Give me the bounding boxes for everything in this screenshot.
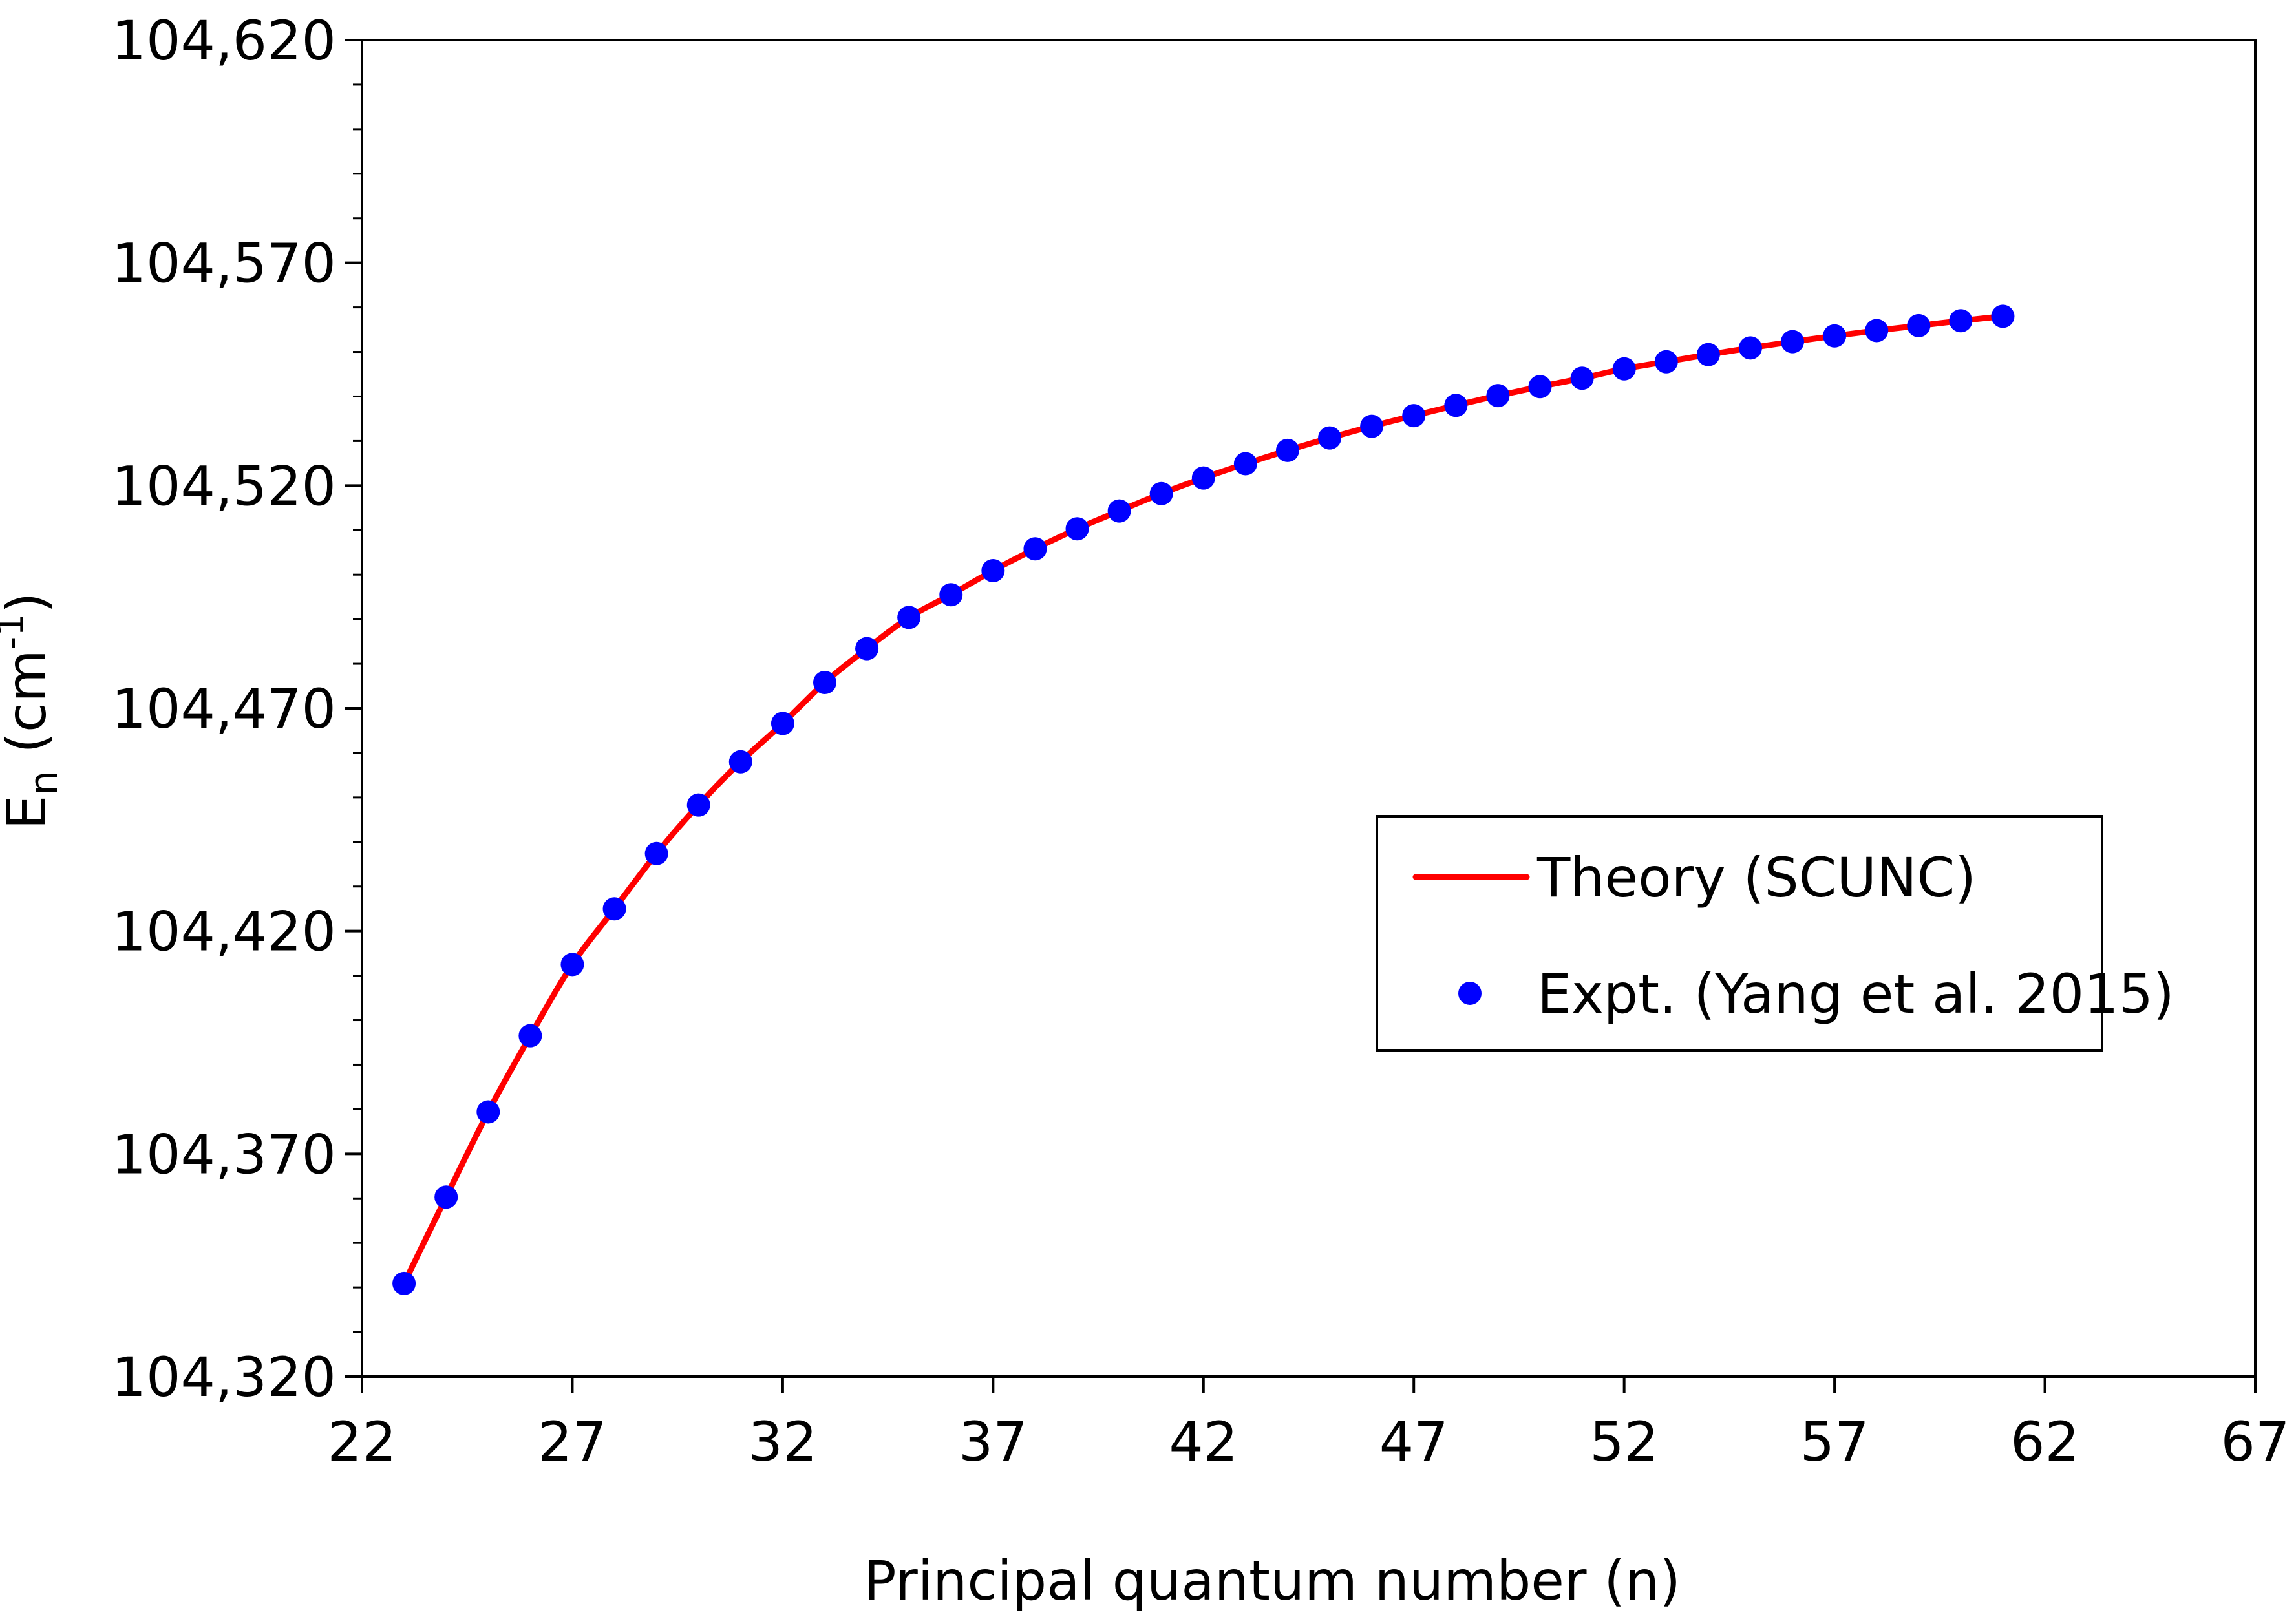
y-tick-label: 104,470: [112, 677, 336, 741]
y-tick-label: 104,320: [112, 1346, 336, 1409]
x-tick-label: 67: [2221, 1410, 2290, 1474]
series-layer: [392, 304, 2015, 1295]
expt-point: [518, 1024, 542, 1048]
x-tick-label: 22: [328, 1410, 397, 1474]
expt-point: [686, 793, 710, 817]
expt-point: [1738, 336, 1762, 360]
expt-point: [728, 750, 752, 774]
legend: Theory (SCUNC) Expt. (Yang et al. 2015): [1376, 815, 2174, 1052]
plot-area-frame: [361, 39, 2257, 1378]
x-tick-label: 62: [2010, 1410, 2079, 1474]
expt-point: [981, 558, 1005, 582]
expt-point: [392, 1271, 416, 1295]
y-tick-label: 104,570: [112, 232, 336, 295]
x-axis-label: Principal quantum number (n): [864, 1549, 1681, 1612]
expt-point: [1528, 375, 1552, 399]
expt-point: [1402, 404, 1426, 428]
expt-point: [1823, 324, 1847, 348]
expt-point: [1781, 330, 1805, 354]
expt-points: [392, 304, 2015, 1295]
y-tick-label: 104,370: [112, 1123, 336, 1186]
y-tick-label: 104,520: [112, 454, 336, 518]
legend-expt-label: Expt. (Yang et al. 2015): [1537, 962, 2174, 1026]
expt-point: [1023, 537, 1047, 561]
expt-point: [602, 897, 626, 921]
expt-point: [1107, 499, 1131, 523]
expt-point: [1360, 414, 1384, 438]
y-label-unit-close: ): [0, 592, 58, 613]
expt-point: [1949, 309, 1973, 333]
expt-point: [771, 712, 794, 735]
expt-point: [1612, 357, 1636, 381]
expt-point: [1991, 304, 2015, 328]
expt-point: [1233, 452, 1257, 476]
y-label-superscript: -1: [0, 613, 32, 650]
expt-point: [1065, 517, 1089, 541]
legend-theory-label: Theory (SCUNC): [1536, 846, 1976, 909]
expt-point: [1191, 466, 1215, 490]
expt-point: [1486, 384, 1510, 408]
expt-point: [1865, 319, 1889, 343]
y-tick-label: 104,620: [112, 9, 336, 72]
expt-point: [560, 953, 584, 977]
expt-point: [813, 671, 836, 695]
expt-point: [897, 606, 921, 629]
expt-point: [855, 637, 879, 661]
expt-point: [1318, 426, 1342, 450]
x-tick-label: 32: [748, 1410, 817, 1474]
x-tick-label: 47: [1379, 1410, 1449, 1474]
expt-point: [1570, 366, 1594, 390]
expt-point: [476, 1100, 500, 1124]
y-label-main: E: [0, 796, 58, 830]
expt-point: [1149, 481, 1173, 505]
expt-point: [1907, 313, 1931, 337]
x-tick-label: 27: [538, 1410, 607, 1474]
expt-point: [644, 841, 668, 865]
x-tick-label: 37: [959, 1410, 1028, 1474]
y-tick-label: 104,420: [112, 900, 336, 964]
expt-point: [1696, 343, 1720, 366]
expt-point: [1444, 394, 1468, 417]
expt-point: [1654, 350, 1678, 374]
y-label-subscript: n: [21, 771, 67, 796]
x-tick-label: 57: [1800, 1410, 1869, 1474]
legend-expt-swatch: [1458, 982, 1482, 1005]
expt-point: [434, 1185, 458, 1209]
x-axis-ticks: 22 27 32 37 42 47 52 57 62 67: [328, 1377, 2290, 1474]
expt-point: [939, 583, 963, 607]
x-tick-label: 52: [1589, 1410, 1659, 1474]
x-tick-label: 42: [1169, 1410, 1238, 1474]
legend-box: [1376, 815, 2103, 1052]
expt-point: [1275, 438, 1299, 462]
y-axis-ticks: 104,320 104,370 104,420 104,470 104,520 104,5…: [112, 9, 362, 1409]
y-label-unit-open: (cm: [0, 650, 58, 770]
y-axis-label: En (cm-1): [0, 592, 67, 829]
